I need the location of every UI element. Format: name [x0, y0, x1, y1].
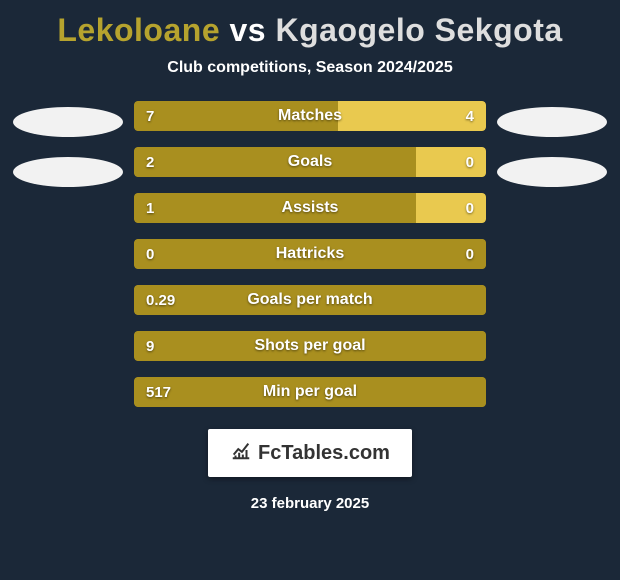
- bar-label: Shots per goal: [134, 331, 486, 361]
- stat-bar: 74Matches: [134, 101, 486, 131]
- watermark-box: FcTables.com: [208, 429, 412, 477]
- title-vs: vs: [230, 12, 267, 48]
- watermark-chart-icon: [230, 439, 252, 467]
- stat-bar: 00Hattricks: [134, 239, 486, 269]
- bar-label: Hattricks: [134, 239, 486, 269]
- watermark-text: FcTables.com: [258, 442, 390, 465]
- watermark-row: FcTables.com: [0, 429, 620, 477]
- bar-label: Assists: [134, 193, 486, 223]
- date: 23 february 2025: [0, 495, 620, 512]
- player2-avatar-1: [497, 107, 607, 137]
- bar-label: Matches: [134, 101, 486, 131]
- bar-label: Min per goal: [134, 377, 486, 407]
- bars-col: 74Matches 20Goals 10Assists 00Hattricks 0.29…: [128, 101, 492, 407]
- title-player2: Kgaogelo Sekgota: [275, 12, 562, 48]
- title: Lekoloane vs Kgaogelo Sekgota: [0, 12, 620, 49]
- subtitle: Club competitions, Season 2024/2025: [0, 59, 620, 77]
- title-player1: Lekoloane: [57, 12, 220, 48]
- bar-label: Goals: [134, 147, 486, 177]
- stat-bar: 517Min per goal: [134, 377, 486, 407]
- stat-bar: 10Assists: [134, 193, 486, 223]
- player2-avatar-2: [497, 157, 607, 187]
- player1-avatar-2: [13, 157, 123, 187]
- right-avatar-col: [492, 101, 612, 187]
- stat-bar: 9Shots per goal: [134, 331, 486, 361]
- stat-bar: 20Goals: [134, 147, 486, 177]
- comparison-infographic: Lekoloane vs Kgaogelo Sekgota Club compe…: [0, 0, 620, 580]
- bar-label: Goals per match: [134, 285, 486, 315]
- stat-bar: 0.29Goals per match: [134, 285, 486, 315]
- left-avatar-col: [8, 101, 128, 187]
- player1-avatar-1: [13, 107, 123, 137]
- stats-grid: 74Matches 20Goals 10Assists 00Hattricks 0.29…: [0, 101, 620, 407]
